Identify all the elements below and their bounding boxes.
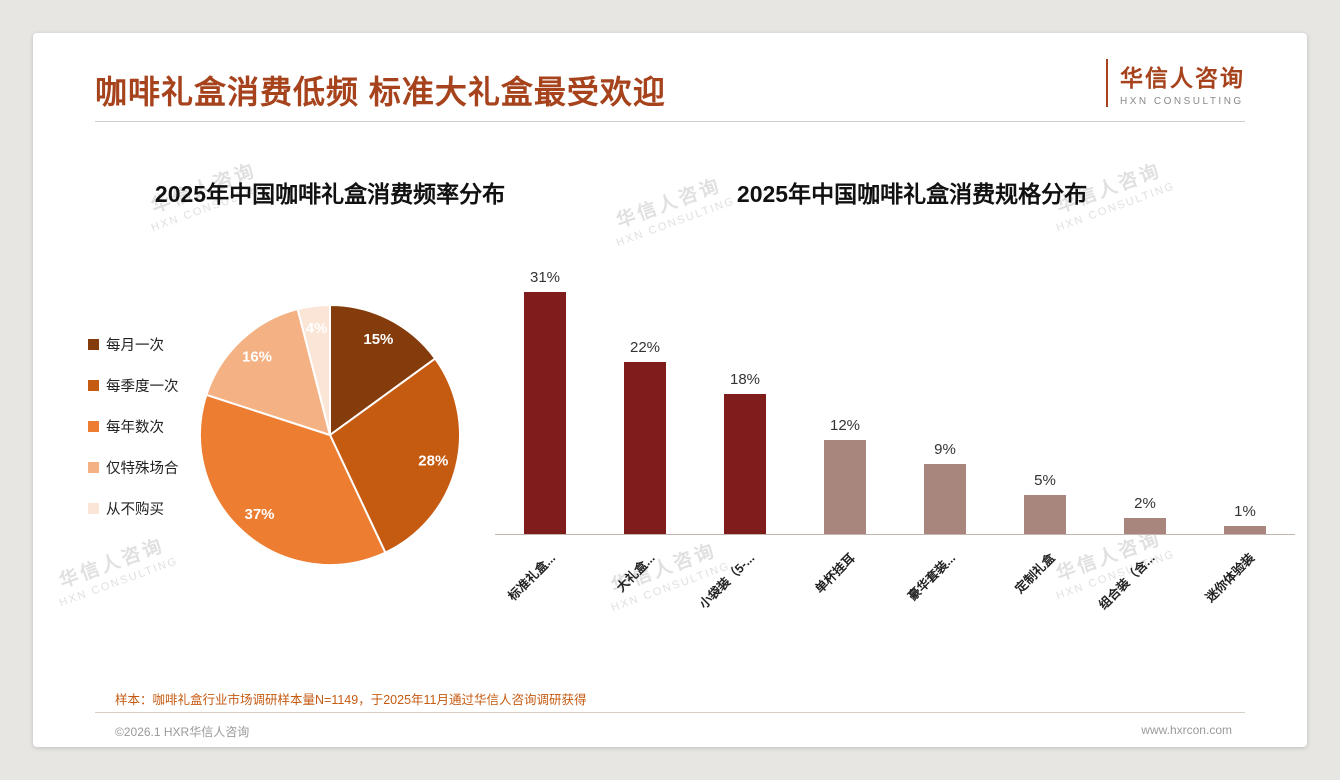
company-logo: 华信人咨询 HXN CONSULTING bbox=[1106, 59, 1245, 107]
bar bbox=[1024, 495, 1066, 534]
bar-data-label: 5% bbox=[1034, 472, 1056, 489]
bar-column: 9% bbox=[895, 255, 995, 534]
watermark-subtext: HXN CONSULTING bbox=[57, 555, 180, 610]
x-axis-label: 大礼盒... bbox=[613, 550, 658, 595]
x-axis-label: 小袋装（5-... bbox=[697, 550, 758, 612]
legend-label: 每月一次 bbox=[106, 338, 164, 354]
legend-item: 每年数次 bbox=[88, 416, 179, 437]
bar-data-label: 22% bbox=[629, 339, 661, 356]
x-axis-label-cell: 小袋装（5-... bbox=[695, 542, 795, 657]
bar-chart: 31% 22% 18% 12% 9% 5% 2% 1% bbox=[495, 255, 1295, 535]
bar-data-label: 1% bbox=[1234, 503, 1256, 520]
bar-data-label: 12% bbox=[829, 417, 861, 434]
pie-slice-3 bbox=[205, 307, 332, 437]
legend-label: 每季度一次 bbox=[106, 379, 179, 395]
pie-data-label: 28% bbox=[418, 452, 448, 469]
x-axis-label: 定制礼盒 bbox=[1012, 550, 1058, 597]
x-axis-label-cell: 标准礼盒... bbox=[495, 542, 595, 657]
footer-divider bbox=[95, 712, 1245, 713]
bar-column: 1% bbox=[1195, 255, 1295, 534]
bar-chart-title: 2025年中国咖啡礼盒消费规格分布 bbox=[736, 181, 1088, 207]
bar-column: 12% bbox=[795, 255, 895, 534]
bar bbox=[624, 362, 666, 534]
pie-slice-0 bbox=[329, 303, 437, 437]
bar bbox=[824, 440, 866, 534]
page-title: 咖啡礼盒消费低频 标准大礼盒最受欢迎 bbox=[95, 74, 666, 110]
slide-card: 华信人咨询 HXN CONSULTING 华信人咨询 HXN CONSULTIN… bbox=[33, 33, 1307, 747]
bar bbox=[724, 394, 766, 534]
pie-slice-4 bbox=[296, 303, 331, 436]
bar-column: 31% bbox=[495, 255, 595, 534]
x-axis-label: 单杯挂耳 bbox=[812, 550, 858, 597]
copyright-text: ©2026.1 HXR华信人咨询 bbox=[115, 725, 250, 739]
pie-data-label: 15% bbox=[363, 331, 393, 348]
legend-label: 仅特殊场合 bbox=[106, 461, 179, 477]
website-url: www.hxrcon.com bbox=[1141, 723, 1232, 737]
bar-data-label: 31% bbox=[529, 269, 561, 286]
pie-data-label: 4% bbox=[306, 320, 328, 337]
x-axis-label-cell: 大礼盒... bbox=[595, 542, 695, 657]
bar-column: 5% bbox=[995, 255, 1095, 534]
legend-swatch-icon bbox=[88, 380, 99, 391]
pie-data-label: 16% bbox=[242, 348, 272, 365]
pie-chart-title: 2025年中国咖啡礼盒消费频率分布 bbox=[154, 181, 506, 207]
legend-item: 每月一次 bbox=[88, 334, 179, 355]
x-axis-label-cell: 豪华套装... bbox=[895, 542, 995, 657]
legend-label: 每年数次 bbox=[106, 420, 164, 436]
pie-legend: 每月一次每季度一次每年数次仅特殊场合从不购买 bbox=[88, 334, 179, 539]
legend-swatch-icon bbox=[88, 421, 99, 432]
pie-chart: 15% 28% 37% 16% 4% bbox=[199, 303, 461, 567]
bar bbox=[924, 464, 966, 534]
x-axis-label: 迷你体验装 bbox=[1203, 550, 1258, 605]
x-axis-label: 标准礼盒... bbox=[505, 550, 558, 604]
x-axis-label: 组合装（含... bbox=[1096, 550, 1158, 613]
x-axis-label-cell: 组合装（含... bbox=[1095, 542, 1195, 657]
bar-axis-labels: 标准礼盒... 大礼盒... 小袋装（5-... 单杯挂耳 豪华套装... 定制礼盒 组合装… bbox=[495, 542, 1295, 657]
x-axis-label: 豪华套装... bbox=[905, 550, 958, 604]
bar-column: 22% bbox=[595, 255, 695, 534]
logo-name: 华信人咨询 bbox=[1120, 65, 1245, 91]
pie-data-label: 37% bbox=[244, 506, 274, 523]
bar bbox=[1224, 526, 1266, 534]
logo-subtitle: HXN CONSULTING bbox=[1120, 96, 1244, 107]
bar-column: 2% bbox=[1095, 255, 1195, 534]
legend-item: 仅特殊场合 bbox=[88, 457, 179, 478]
bar bbox=[1124, 518, 1166, 534]
legend-item: 每季度一次 bbox=[88, 375, 179, 396]
bar-data-label: 9% bbox=[934, 441, 956, 458]
legend-swatch-icon bbox=[88, 462, 99, 473]
watermark: 华信人咨询 HXN CONSULTING bbox=[48, 528, 180, 609]
pie-slice-1 bbox=[328, 357, 461, 554]
x-axis-label-cell: 定制礼盒 bbox=[995, 542, 1095, 657]
x-axis-label-cell: 迷你体验装 bbox=[1195, 542, 1295, 657]
bar-data-label: 2% bbox=[1134, 495, 1156, 512]
legend-swatch-icon bbox=[88, 339, 99, 350]
sample-note: 样本：咖啡礼盒行业市场调研样本量N=1149，于2025年11月通过华信人咨询调… bbox=[115, 693, 587, 707]
bar bbox=[524, 292, 566, 534]
pie-slice-2 bbox=[199, 393, 387, 567]
legend-label: 从不购买 bbox=[106, 502, 164, 518]
legend-item: 从不购买 bbox=[88, 498, 179, 519]
legend-swatch-icon bbox=[88, 503, 99, 514]
title-divider bbox=[95, 121, 1245, 122]
bar-data-label: 18% bbox=[729, 371, 761, 388]
x-axis-label-cell: 单杯挂耳 bbox=[795, 542, 895, 657]
bar-column: 18% bbox=[695, 255, 795, 534]
